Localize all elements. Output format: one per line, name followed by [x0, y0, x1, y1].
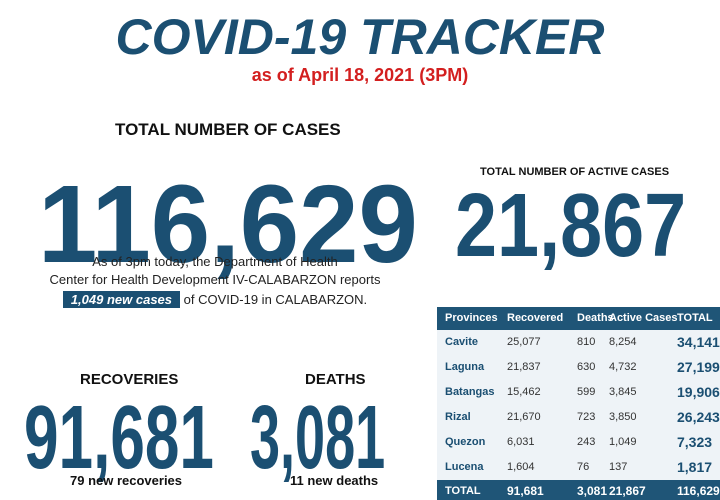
report-line: 1,049 new cases of COVID-19 in CALABARZO… [0, 291, 430, 309]
table-header-bg [437, 307, 720, 330]
table-cell: 21,670 [507, 411, 541, 423]
table-cell: 1,049 [609, 436, 637, 448]
recoveries-note: 79 new recoveries [70, 473, 183, 488]
total-cases-value: 116,629 [38, 163, 418, 286]
table-cell: 76 [577, 461, 590, 473]
total-cell: 3,081 [577, 484, 608, 498]
date: as of April 18, 2021 (3PM) [251, 65, 469, 85]
table-cell: 34,141 [677, 334, 720, 350]
total-cell: 91,681 [507, 484, 544, 498]
table-total-bg [437, 480, 720, 500]
total-cell: 116,629 [677, 484, 720, 498]
table-cell: 6,031 [507, 436, 535, 448]
table: Provinces Recovered Deaths Active Cases TOTA… [437, 307, 720, 500]
column-header: TOTAL [677, 312, 713, 324]
table-cell: 630 [577, 361, 596, 373]
active-cases-label: TOTAL NUMBER OF ACTIVE CASES [480, 166, 670, 178]
table-cell: 7,323 [677, 434, 713, 450]
table-cell: 810 [577, 336, 596, 348]
deaths-label: DEATHS [305, 371, 366, 388]
province: Batangas [445, 386, 495, 398]
table-cell: 4,732 [609, 361, 637, 373]
province: Cavite [445, 336, 479, 348]
recoveries-value: 91,681 [24, 388, 214, 488]
table-cell: 3,850 [609, 411, 637, 423]
report: As of 3pm today, the Department of Healt… [0, 253, 430, 309]
column-header: Deaths [577, 312, 614, 324]
column-header: Active Cases [609, 312, 678, 324]
table-cell: 243 [577, 436, 596, 448]
table-cell: 27,199 [677, 359, 720, 375]
province: Lucena [445, 461, 484, 473]
province: Quezon [445, 436, 486, 448]
table-cell: 25,077 [507, 336, 541, 348]
table-cell: 723 [577, 411, 596, 423]
table-cell: 19,906 [677, 384, 720, 400]
table-cell: 1,817 [677, 459, 713, 475]
table-cell: 21,837 [507, 361, 541, 373]
total-cell: TOTAL [445, 485, 481, 497]
table-cell: 26,243 [677, 409, 720, 425]
table-cell: 3,845 [609, 386, 637, 398]
table-cell: 599 [577, 386, 596, 398]
province: Laguna [445, 361, 485, 373]
deaths-note: 11 new deaths [290, 473, 379, 488]
deaths-value: 3,081 [250, 388, 386, 488]
table-cell: 137 [609, 461, 628, 473]
total-cell: 21,867 [609, 484, 646, 498]
table-cell: 1,604 [507, 461, 535, 473]
column-header: Recovered [507, 312, 564, 324]
report-line: As of 3pm today, the Department of Healt… [92, 254, 338, 269]
new-cases-highlight: 1,049 new cases [62, 291, 181, 308]
report-line: Center for Health Development IV-CALABAR… [49, 272, 381, 287]
table-cell: 8,254 [609, 336, 637, 348]
total-cases-label: TOTAL NUMBER OF CASES [115, 120, 341, 139]
column-header: Provinces [445, 312, 498, 324]
active-cases-value: 21,867 [455, 176, 687, 276]
province: Rizal [445, 411, 471, 423]
table-cell: 15,462 [507, 386, 541, 398]
report-tail: of COVID-19 in CALABARZON. [183, 292, 368, 307]
recoveries-label: RECOVERIES [80, 371, 179, 388]
title: COVID-19 TRACKER [115, 9, 605, 65]
